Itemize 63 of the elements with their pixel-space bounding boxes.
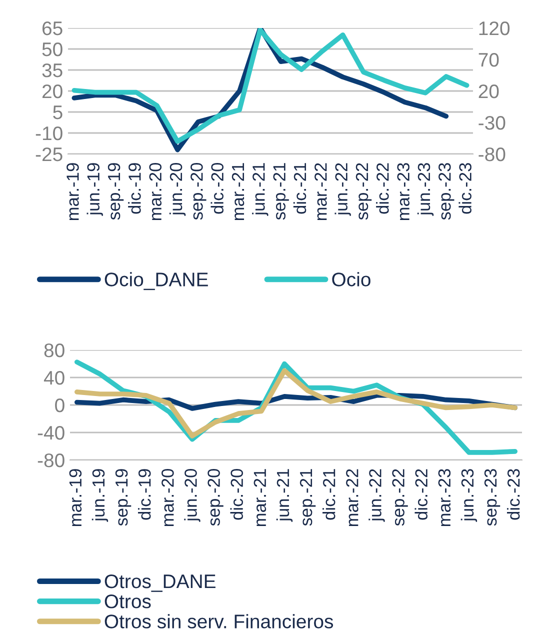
y-tick-label: 65 [42,21,62,36]
legend-label: Otros [104,594,151,608]
x-tick-label: mar.-22 [346,469,358,526]
x-tick-label: jun.-22 [368,469,385,522]
x-tick-label: jun.-23 [460,469,478,522]
x-tick-label: jun.-19 [92,469,108,522]
x-tick-label: sep.-19 [115,469,132,526]
x-tick-label: dic.-19 [128,163,141,214]
x-tick-label: sep.-22 [392,469,408,526]
legend-label: Ocio_DANE [104,272,208,290]
x-tick-label: jun.-22 [334,163,351,216]
x-tick-label: mar.-19 [66,163,79,220]
x-tick-label: dic.-21 [322,469,336,520]
y-tick-label: 5 [53,106,62,120]
x-tick-label: jun.-19 [86,163,103,216]
x-tick-label: jun.-21 [252,163,268,216]
x-tick-label: sep.-20 [190,163,206,220]
y2-tick-label: 120 [479,21,510,36]
x-tick-label: mar.-19 [69,469,82,526]
x-tick-label: mar.-23 [438,469,451,526]
x-tick-label: dic.-21 [293,163,306,214]
x-tick-label: jun.-21 [276,469,293,522]
y2-tick-label: -80 [478,147,506,162]
x-tick-label: dic.-20 [210,163,224,214]
y2-tick-label: -30 [478,116,506,130]
y2-tick-label: 70 [478,52,499,67]
y-tick-label: 80 [44,343,64,358]
y-tick-label: 0 [55,398,64,412]
x-tick-label: sep.-23 [438,163,454,220]
legend-label: Otros sin serv. Financieros [104,614,334,628]
y-tick-label: -10 [36,126,62,140]
x-tick-label: dic.-23 [458,163,472,214]
x-tick-label: mar.-21 [232,163,244,220]
x-tick-label: dic.-22 [414,469,428,520]
x-tick-label: dic.-23 [506,469,520,520]
x-tick-label: dic.-19 [138,469,151,520]
x-tick-label: mar.-21 [254,469,266,526]
y2-tick-label: 20 [478,84,499,98]
x-tick-label: sep.-23 [484,469,500,526]
x-tick-label: sep.-22 [356,163,372,220]
y-tick-label: 40 [44,370,64,385]
legend-label: Ocio [332,272,370,286]
x-tick-label: sep.-21 [273,163,289,220]
x-tick-label: dic.-20 [230,469,244,520]
x-tick-label: jun.-20 [169,163,186,216]
x-tick-label: dic.-22 [376,163,389,214]
x-tick-label: mar.-22 [314,163,327,220]
y-tick-label: -25 [36,147,62,162]
y-tick-label: 20 [42,84,62,98]
x-tick-label: mar.-20 [162,469,174,526]
y-tick-label: 35 [42,63,62,78]
legend-label: Otros_DANE [104,574,216,592]
x-tick-label: sep.-21 [300,469,316,526]
y-tick-label: -40 [38,426,64,440]
x-tick-label: jun.-23 [417,163,434,216]
line-series [74,368,518,438]
x-tick-label: jun.-20 [184,469,200,522]
y-tick-label: -80 [38,453,64,468]
y-tick-label: 50 [42,42,62,56]
x-tick-label: sep.-19 [108,163,124,220]
x-tick-label: mar.-20 [149,163,162,220]
x-tick-label: mar.-23 [397,163,410,220]
x-tick-label: sep.-20 [208,469,224,526]
